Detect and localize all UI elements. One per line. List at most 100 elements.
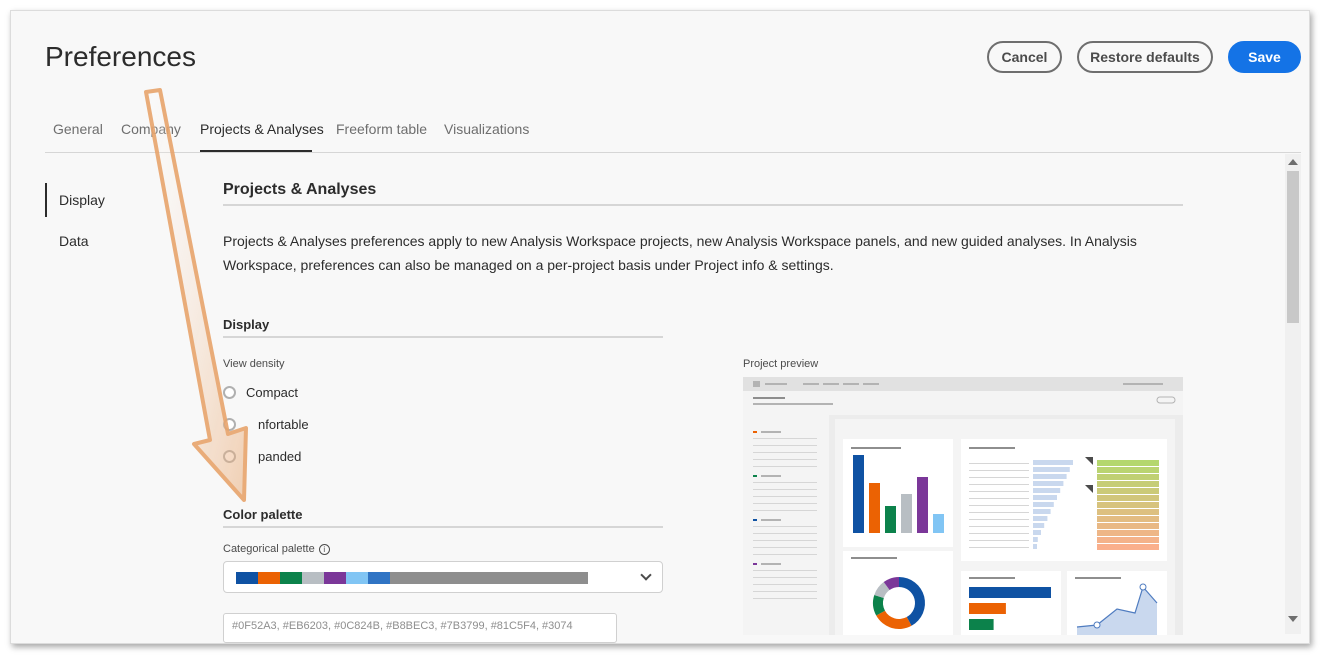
preview-heatmap-cell — [1097, 502, 1159, 508]
vertical-scrollbar[interactable] — [1285, 154, 1301, 634]
preview-toolbar-icon — [753, 381, 760, 387]
preview-heatmap-cell — [1097, 495, 1159, 501]
categorical-palette-label-group: Categorical palette i — [223, 543, 330, 555]
preview-table-bar — [1033, 481, 1064, 486]
tab-general[interactable]: General — [53, 121, 103, 137]
preview-line-point — [1093, 621, 1101, 629]
tab-projects-analyses[interactable]: Projects & Analyses — [200, 121, 324, 137]
preview-table-bar — [1033, 509, 1051, 514]
preview-heatmap-cell — [1097, 474, 1159, 480]
project-preview-thumbnail — [743, 377, 1183, 635]
scroll-up-icon[interactable] — [1288, 159, 1298, 165]
preview-rail-marker — [753, 431, 757, 433]
preview-rail-marker — [753, 519, 757, 521]
preview-table-lines — [969, 457, 1159, 550]
tab-bar: General Company Projects & Analyses Free… — [45, 111, 1301, 153]
preferences-window: Preferences Cancel Restore defaults Save… — [10, 10, 1310, 644]
preview-table-bar — [1033, 467, 1070, 472]
preview-donut-chart — [873, 577, 925, 629]
preview-heatmap-cell — [1097, 509, 1159, 515]
preview-bar — [933, 514, 944, 533]
save-button[interactable]: Save — [1228, 41, 1301, 73]
section-heading: Projects & Analyses — [223, 181, 1183, 206]
radio-comfortable-label: nfortable — [258, 417, 309, 432]
radio-expanded-icon[interactable] — [223, 450, 236, 463]
categorical-palette-label: Categorical palette — [223, 543, 315, 555]
active-tab-indicator — [200, 150, 312, 152]
categorical-palette-dropdown[interactable] — [223, 561, 663, 593]
preview-donut-slice — [876, 610, 912, 629]
display-heading: Display — [223, 317, 663, 338]
tab-freeform-table[interactable]: Freeform table — [336, 121, 428, 137]
preview-donut-slice — [873, 594, 885, 616]
tab-visualizations[interactable]: Visualizations — [444, 121, 530, 137]
palette-swatches — [236, 572, 588, 584]
project-preview-label: Project preview — [743, 358, 819, 370]
preview-heatmap-cell — [1097, 516, 1159, 522]
preview-heatmap-cell — [1097, 544, 1159, 550]
palette-swatch — [368, 572, 390, 584]
tab-company[interactable]: Company — [121, 121, 181, 137]
palette-swatch — [324, 572, 346, 584]
radio-expanded-label: panded — [258, 449, 302, 464]
preview-heatmap-cell — [1097, 530, 1159, 536]
palette-swatch — [280, 572, 302, 584]
preview-toolbar — [743, 377, 1183, 391]
scrollbar-thumb[interactable] — [1287, 171, 1299, 323]
preview-donut-slice — [899, 577, 925, 626]
preview-bar — [917, 477, 928, 533]
palette-swatch-overflow — [390, 572, 588, 584]
preview-rail-marker — [753, 563, 757, 565]
preview-table-bar — [1033, 495, 1057, 500]
radio-compact-label: Compact — [246, 385, 299, 400]
preview-table-bar — [1033, 474, 1067, 479]
sidebar-item-display[interactable]: Display — [45, 183, 105, 217]
radio-comfortable-icon[interactable] — [223, 418, 236, 431]
page-title: Preferences — [45, 41, 196, 72]
preview-heatmap-cell — [1097, 481, 1159, 487]
sidebar-item-data[interactable]: Data — [59, 233, 89, 249]
preview-area-fill — [1077, 587, 1157, 635]
preview-heatmap-cell — [1097, 537, 1159, 543]
preview-bar — [853, 455, 864, 533]
preview-hbar — [969, 603, 1006, 614]
preview-donut-slice — [874, 581, 890, 599]
cancel-button[interactable]: Cancel — [987, 41, 1062, 73]
preview-table-bar — [1033, 516, 1048, 521]
preview-hbar — [969, 619, 994, 630]
preview-bar — [901, 494, 912, 533]
radio-compact[interactable]: Compact — [223, 385, 298, 400]
scroll-down-icon[interactable] — [1288, 616, 1298, 622]
preview-table-bar — [1033, 488, 1061, 493]
preview-table-bar — [1033, 530, 1041, 535]
radio-compact-icon[interactable] — [223, 386, 236, 399]
palette-swatch — [236, 572, 258, 584]
radio-expanded[interactable]: panded — [223, 449, 301, 464]
preview-table-bar — [1033, 502, 1054, 507]
palette-swatch — [302, 572, 324, 584]
preview-hbar-chart — [969, 587, 1051, 630]
radio-comfortable[interactable]: nfortable — [223, 417, 309, 432]
preview-hbar — [969, 587, 1051, 598]
color-palette-heading: Color palette — [223, 507, 663, 528]
info-icon[interactable]: i — [318, 543, 330, 555]
preview-heatmap-cell — [1097, 523, 1159, 529]
preview-bar — [885, 506, 896, 533]
preview-heatmap-cell — [1097, 488, 1159, 494]
preview-heatmap-cell — [1097, 467, 1159, 473]
preview-left-rail — [743, 415, 829, 635]
preview-heatmap-cell — [1097, 460, 1159, 466]
preview-donut-slice — [883, 577, 899, 591]
preview-bar-chart — [853, 455, 944, 533]
restore-defaults-button[interactable]: Restore defaults — [1077, 41, 1213, 73]
preview-rail-marker — [753, 475, 757, 477]
preview-table-bar — [1033, 460, 1073, 465]
preview-bar — [869, 483, 880, 533]
preview-table-bar — [1033, 544, 1037, 549]
palette-hex-field[interactable]: #0F52A3, #EB6203, #0C824B, #B8BEC3, #7B3… — [223, 613, 617, 643]
palette-swatch — [346, 572, 368, 584]
section-description: Projects & Analyses preferences apply to… — [223, 233, 1137, 273]
preview-rail-lines — [753, 431, 817, 599]
chevron-down-icon — [640, 569, 652, 581]
project-preview — [743, 377, 1183, 635]
